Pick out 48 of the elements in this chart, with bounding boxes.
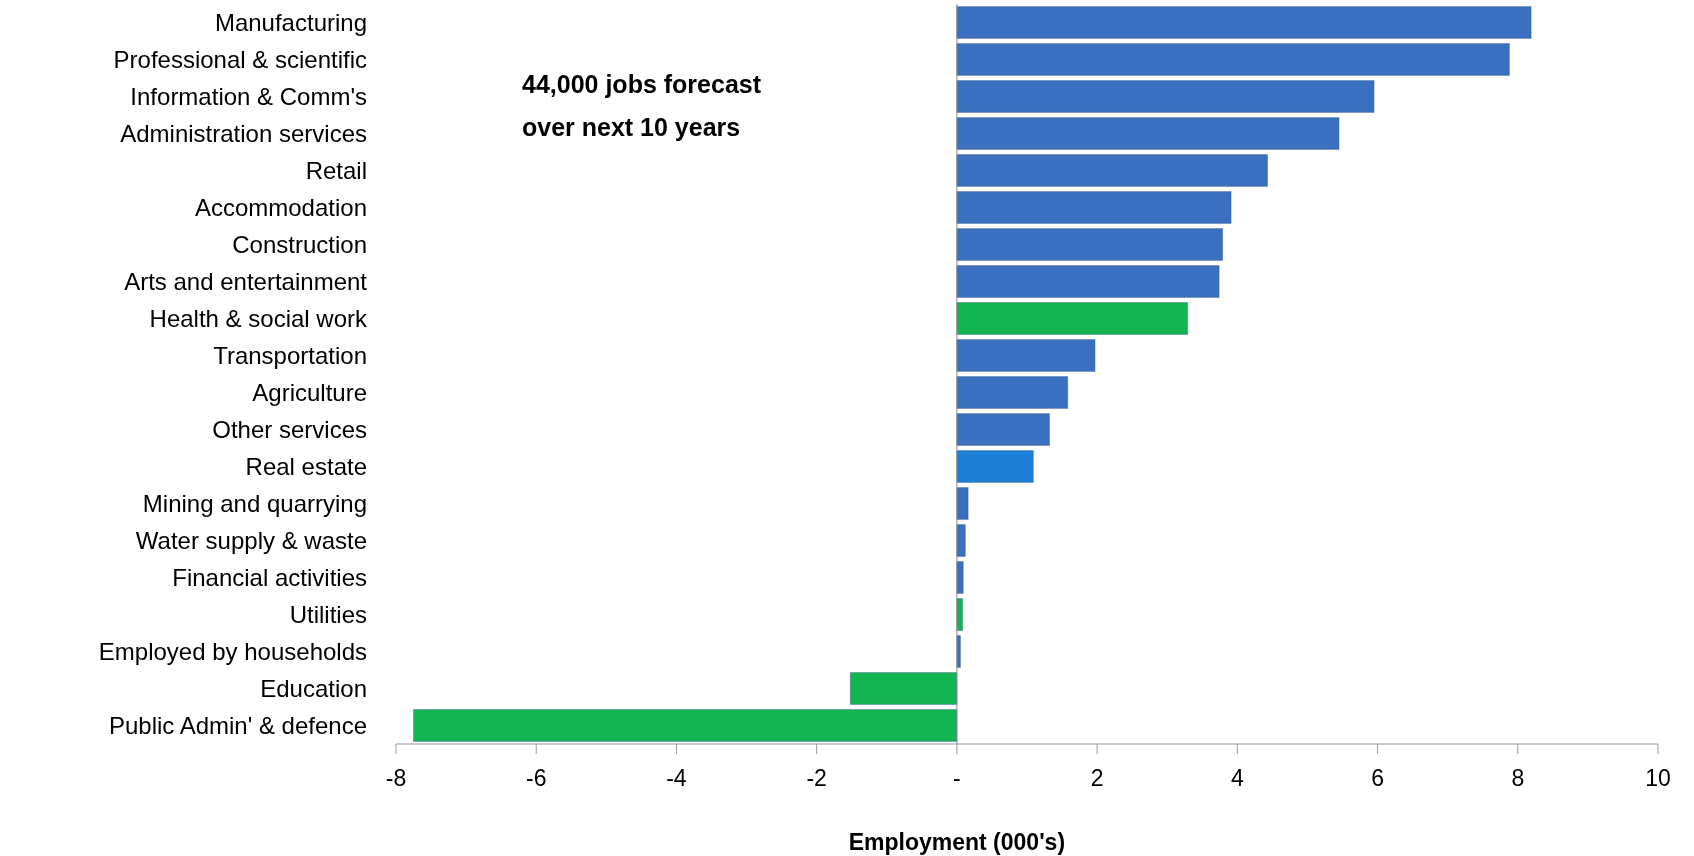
bar bbox=[956, 487, 969, 520]
bar bbox=[956, 154, 1268, 187]
y-tick-label: Manufacturing bbox=[214, 8, 367, 36]
y-tick-label: Arts and entertainment bbox=[124, 267, 368, 295]
y-tick-label: Accommodation bbox=[194, 193, 367, 221]
bar bbox=[956, 117, 1340, 150]
x-tick-label: - bbox=[953, 765, 961, 791]
bar bbox=[956, 191, 1232, 224]
y-tick-label: Health & social work bbox=[149, 304, 368, 332]
bar bbox=[956, 302, 1189, 335]
y-tick-label: Other services bbox=[212, 415, 367, 443]
y-tick-label: Employed by households bbox=[98, 637, 367, 665]
y-tick-label: Administration services bbox=[120, 119, 367, 147]
bar bbox=[956, 80, 1375, 113]
bar bbox=[413, 709, 958, 742]
x-tick-label: 8 bbox=[1511, 765, 1525, 791]
x-tick-label: -2 bbox=[806, 765, 827, 791]
x-tick-label: 6 bbox=[1371, 765, 1384, 791]
y-tick-label: Construction bbox=[232, 230, 367, 258]
y-tick-label: Transportation bbox=[213, 341, 367, 369]
y-tick-label: Real estate bbox=[245, 452, 367, 480]
bar bbox=[956, 413, 1050, 446]
x-tick-label: 2 bbox=[1090, 765, 1104, 791]
y-tick-label: Financial activities bbox=[172, 563, 367, 591]
y-tick-label: Education bbox=[260, 674, 367, 702]
x-tick-label: 10 bbox=[1645, 765, 1671, 791]
bar bbox=[956, 6, 1532, 39]
y-tick-label: Information & Comm's bbox=[130, 82, 367, 110]
bar bbox=[956, 376, 1069, 409]
bar bbox=[956, 339, 1096, 372]
y-tick-label: Water supply & waste bbox=[135, 526, 367, 554]
y-tick-label: Utilities bbox=[289, 600, 367, 628]
bar bbox=[956, 43, 1510, 76]
x-axis-title: Employment (000's) bbox=[848, 829, 1066, 855]
y-tick-label: Public Admin' & defence bbox=[108, 711, 367, 739]
y-tick-label: Mining and quarrying bbox=[142, 489, 367, 517]
y-tick-label: Professional & scientific bbox=[113, 45, 367, 73]
y-tick-label: Retail bbox=[305, 156, 367, 184]
bar bbox=[849, 672, 958, 705]
bar bbox=[956, 265, 1220, 298]
y-tick-label: Agriculture bbox=[252, 378, 367, 406]
bar bbox=[956, 450, 1034, 483]
bar bbox=[956, 228, 1224, 261]
x-tick-label: -8 bbox=[385, 765, 407, 791]
x-tick-label: 4 bbox=[1230, 765, 1244, 791]
x-tick-label: -4 bbox=[666, 765, 687, 791]
x-tick-label: -6 bbox=[526, 765, 547, 791]
annotation: 44,000 jobs forecast over next 10 years bbox=[522, 70, 762, 141]
